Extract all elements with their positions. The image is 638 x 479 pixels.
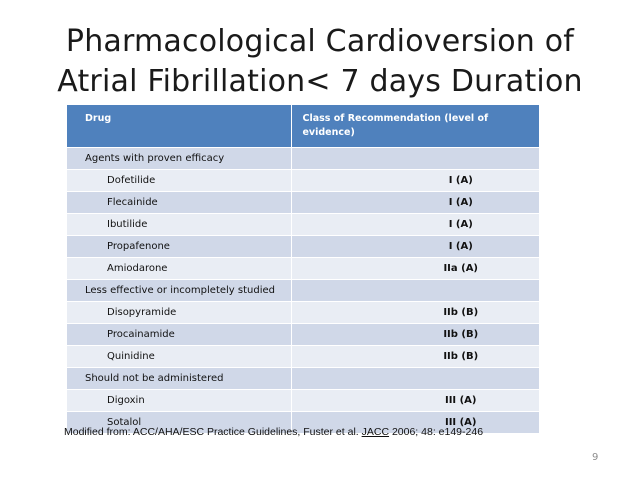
slide-title: Pharmacological Cardioversion of Atrial … xyxy=(40,22,600,102)
drug-cell: Ibutilide xyxy=(65,213,293,236)
drug-cell: Procainamide xyxy=(65,323,293,346)
table-row: Amiodarone IIa (A) xyxy=(65,257,540,280)
drug-cell: Sotalol xyxy=(65,411,293,434)
table-header-row: Drug Class of Recommendation (level of e… xyxy=(65,104,540,148)
drug-cell: Digoxin xyxy=(65,389,293,412)
category-cell: Agents with proven efficacy xyxy=(65,147,293,170)
table-row: Should not be administered xyxy=(65,367,540,390)
drug-cell: Disopyramide xyxy=(65,301,293,324)
table-row: Dofetilide I (A) xyxy=(65,169,540,192)
class-cell: I (A) xyxy=(291,191,540,214)
category-cell: Should not be administered xyxy=(65,367,293,390)
class-cell: IIa (A) xyxy=(291,257,540,280)
class-cell xyxy=(291,147,540,170)
category-cell: Less effective or incompletely studied xyxy=(65,279,293,302)
drug-cell: Quinidine xyxy=(65,345,293,368)
table-row: Agents with proven efficacy xyxy=(65,147,540,170)
slide-title-line-2: Atrial Fibrillation< 7 days Duration xyxy=(57,64,583,99)
page-number: 9 xyxy=(592,452,599,463)
table-row: Digoxin III (A) xyxy=(65,389,540,412)
table-row: Propafenone I (A) xyxy=(65,235,540,258)
caption-prefix: Modified from: ACC/AHA/ESC Practice Guid… xyxy=(64,426,362,438)
drug-cell: Flecainide xyxy=(65,191,293,214)
class-cell: I (A) xyxy=(291,235,540,258)
table-row: Sotalol III (A) xyxy=(65,411,540,434)
table-row: Flecainide I (A) xyxy=(65,191,540,214)
class-cell: IIb (B) xyxy=(291,323,540,346)
table-row: Quinidine IIb (B) xyxy=(65,345,540,368)
class-cell: III (A) xyxy=(291,389,540,412)
caption-journal: JACC xyxy=(361,426,390,438)
class-cell xyxy=(291,367,540,390)
class-cell: I (A) xyxy=(291,213,540,236)
class-cell xyxy=(291,279,540,302)
table-row: Ibutilide I (A) xyxy=(65,213,540,236)
header-class-of-recommendation: Class of Recommendation (level of eviden… xyxy=(291,104,540,148)
caption-suffix: 2006; 48: e149-246 xyxy=(389,426,484,438)
slide-title-line-1: Pharmacological Cardioversion of xyxy=(65,24,575,59)
class-cell: IIb (B) xyxy=(291,345,540,368)
class-cell: I (A) xyxy=(291,169,540,192)
table-row: Less effective or incompletely studied xyxy=(65,279,540,302)
drug-cell: Amiodarone xyxy=(65,257,293,280)
drug-cell: Dofetilide xyxy=(65,169,293,192)
drug-recommendation-table: Drug Class of Recommendation (level of e… xyxy=(65,104,540,434)
header-drug: Drug xyxy=(65,104,293,148)
class-cell: IIb (B) xyxy=(291,301,540,324)
drug-cell: Propafenone xyxy=(65,235,293,258)
class-cell: III (A) xyxy=(291,411,540,434)
source-caption: Modified from: ACC/AHA/ESC Practice Guid… xyxy=(64,426,483,438)
table-row: Procainamide IIb (B) xyxy=(65,323,540,346)
table-row: Disopyramide IIb (B) xyxy=(65,301,540,324)
